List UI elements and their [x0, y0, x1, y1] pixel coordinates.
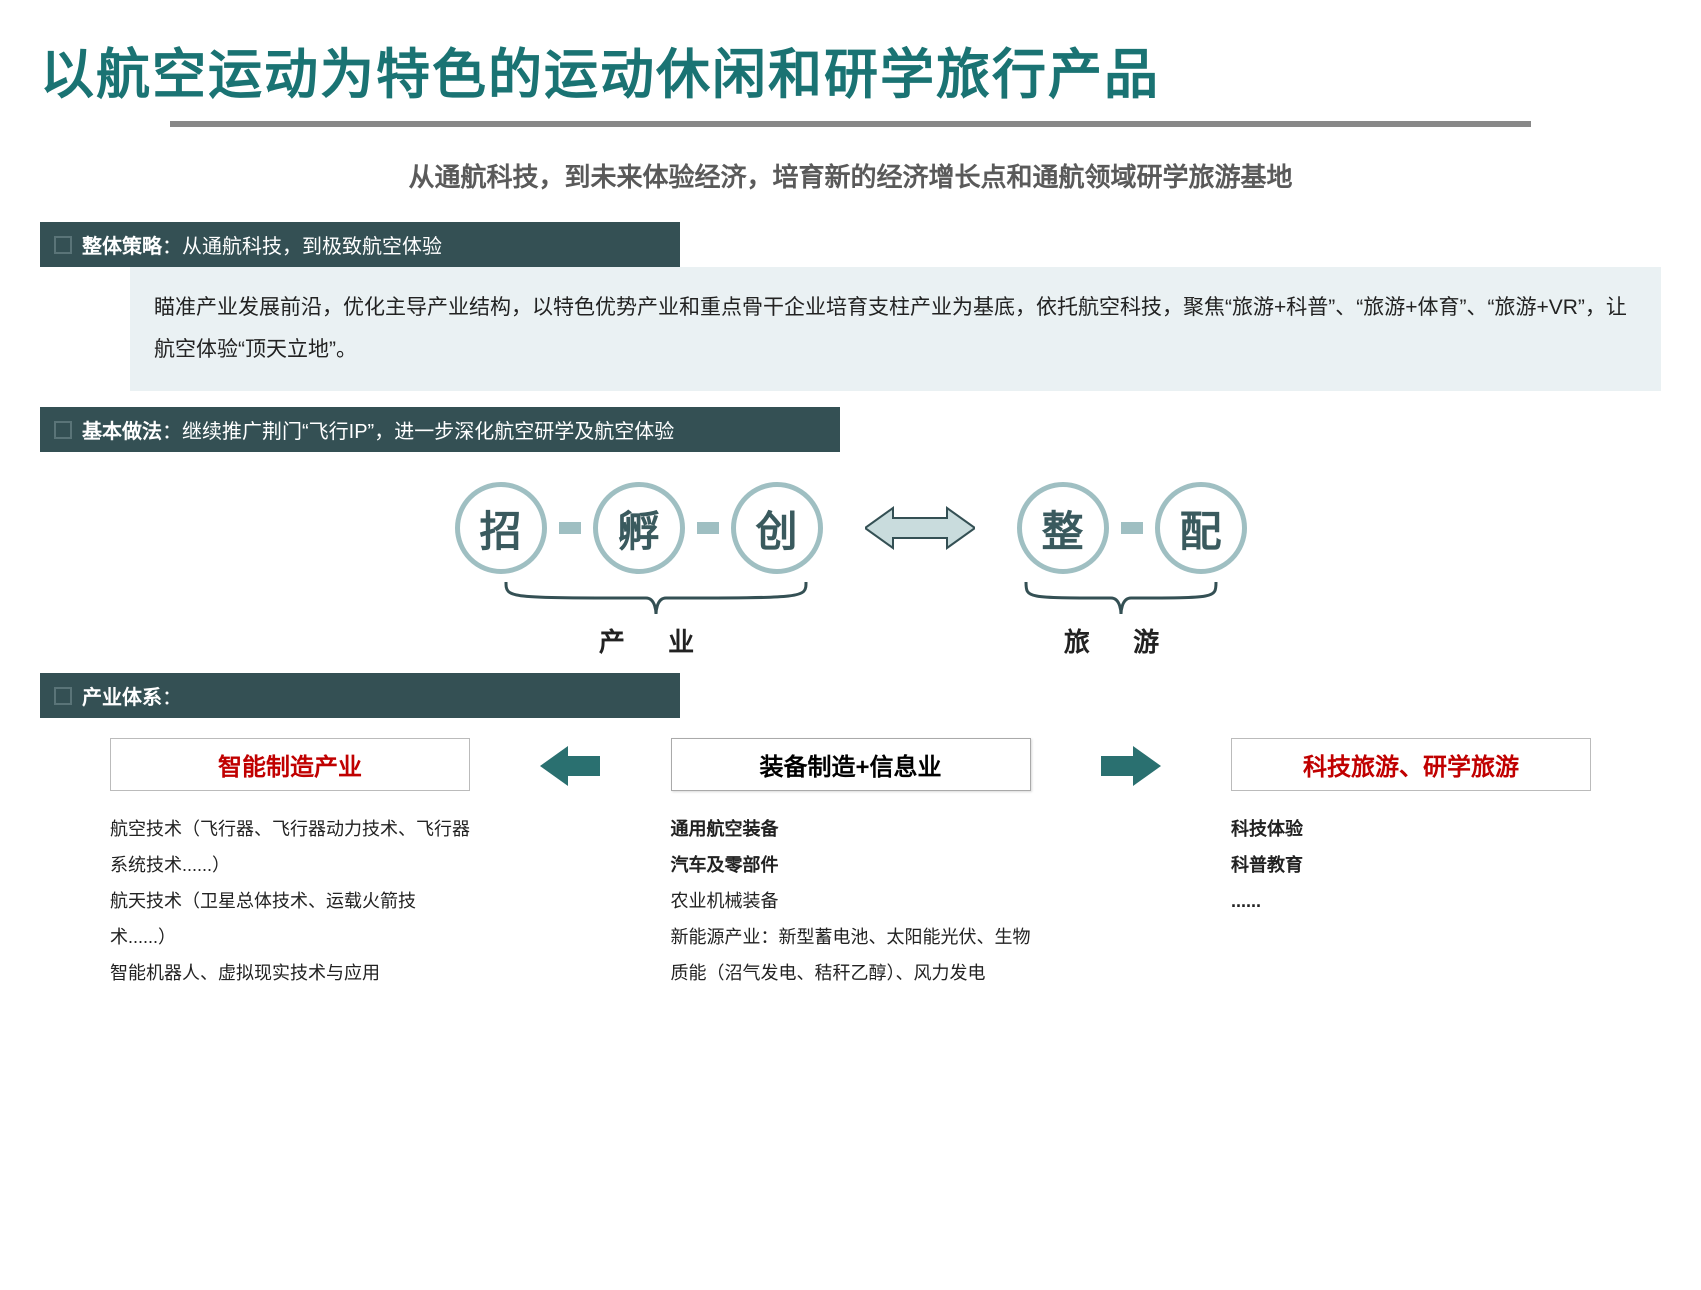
banner-strategy: 整体策略 ：从通航科技，到极致航空体验 — [40, 222, 680, 267]
circle-fu: 孵 — [593, 482, 685, 574]
column-center: 装备制造+信息业 通用航空装备 汽车及零部件 农业机械装备 新能源产业：新型蓄电… — [671, 738, 1031, 991]
brace-icon — [496, 580, 816, 616]
col-list-left: 航空技术（飞行器、飞行器动力技术、飞行器系统技术......） 航天技术（卫星总… — [110, 811, 470, 991]
banner-rest: ：继续推广荆门“飞行IP”，进一步深化航空研学及航空体验 — [162, 415, 674, 444]
banner-system: 产业体系 ： — [40, 673, 680, 718]
list-item: 通用航空装备 — [671, 811, 1031, 847]
list-item: 汽车及零部件 — [671, 847, 1031, 883]
connector-dash — [1121, 522, 1143, 534]
circle-chuang: 创 — [731, 482, 823, 574]
flow-circles-row: 招 孵 创 整 配 — [40, 482, 1661, 574]
banner-rest: ： — [162, 681, 182, 710]
bullet-icon — [54, 687, 72, 705]
banner-label: 产业体系 — [82, 681, 162, 710]
col-title-manufacturing: 智能制造产业 — [110, 738, 470, 791]
col-title-tourism: 科技旅游、研学旅游 — [1231, 738, 1591, 791]
brace-label-tourism: 旅 游 — [1064, 622, 1177, 659]
list-item: 航天技术（卫星总体技术、运载火箭技术......） — [110, 883, 470, 955]
list-item: ...... — [1231, 883, 1591, 919]
list-item: 科普教育 — [1231, 847, 1591, 883]
columns-row: 智能制造产业 航空技术（飞行器、飞行器动力技术、飞行器系统技术......） 航… — [40, 738, 1661, 991]
list-item: 科技体验 — [1231, 811, 1591, 847]
flow-diagram: 招 孵 创 整 配 产 业 旅 游 — [40, 482, 1661, 659]
connector-dash — [559, 522, 581, 534]
circle-zheng: 整 — [1017, 482, 1109, 574]
brace-icon — [1016, 580, 1226, 616]
col-title-equipment: 装备制造+信息业 — [671, 738, 1031, 791]
subtitle: 从通航科技，到未来体验经济，培育新的经济增长点和通航领域研学旅游基地 — [40, 157, 1661, 194]
strategy-description: 瞄准产业发展前沿，优化主导产业结构，以特色优势产业和重点骨干企业培育支柱产业为基… — [130, 267, 1661, 391]
title-underline — [170, 121, 1531, 127]
circle-zhao: 招 — [455, 482, 547, 574]
list-item: 智能机器人、虚拟现实技术与应用 — [110, 955, 470, 991]
bullet-icon — [54, 421, 72, 439]
brace-industry: 产 业 — [486, 580, 826, 659]
connector-dash — [697, 522, 719, 534]
column-right: 科技旅游、研学旅游 科技体验 科普教育 ...... — [1231, 738, 1591, 919]
page-title: 以航空运动为特色的运动休闲和研学旅行产品 — [40, 30, 1661, 109]
list-item: 新能源产业：新型蓄电池、太阳能光伏、生物质能（沼气发电、秸秆乙醇）、风力发电 — [671, 919, 1031, 991]
bullet-icon — [54, 236, 72, 254]
banner-label: 基本做法 — [82, 415, 162, 444]
double-arrow-icon — [865, 504, 975, 552]
brace-label-industry: 产 业 — [599, 622, 712, 659]
arrow-left-icon — [540, 744, 600, 788]
column-left: 智能制造产业 航空技术（飞行器、飞行器动力技术、飞行器系统技术......） 航… — [110, 738, 470, 991]
banner-approach: 基本做法 ：继续推广荆门“飞行IP”，进一步深化航空研学及航空体验 — [40, 407, 840, 452]
banner-label: 整体策略 — [82, 230, 162, 259]
col-list-right: 科技体验 科普教育 ...... — [1231, 811, 1591, 919]
list-item: 农业机械装备 — [671, 883, 1031, 919]
brace-row: 产 业 旅 游 — [40, 580, 1661, 659]
list-item: 航空技术（飞行器、飞行器动力技术、飞行器系统技术......） — [110, 811, 470, 883]
arrow-right-icon — [1101, 744, 1161, 788]
circle-pei: 配 — [1155, 482, 1247, 574]
brace-tourism: 旅 游 — [1006, 580, 1236, 659]
banner-rest: ：从通航科技，到极致航空体验 — [162, 230, 442, 259]
col-list-center: 通用航空装备 汽车及零部件 农业机械装备 新能源产业：新型蓄电池、太阳能光伏、生… — [671, 811, 1031, 991]
